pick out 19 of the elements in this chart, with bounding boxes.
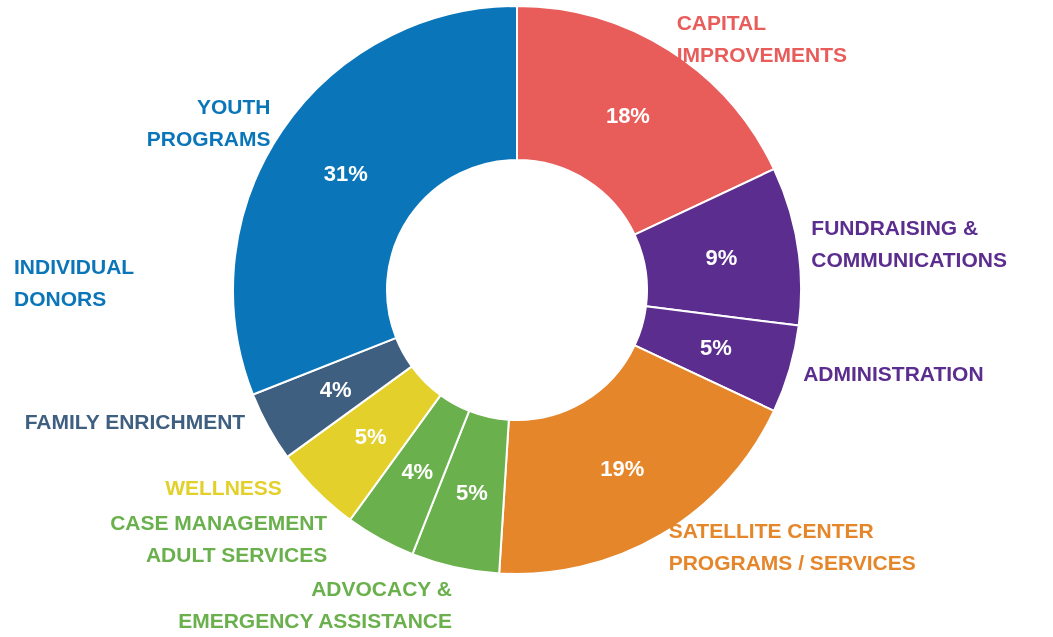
data-label: 5%: [455, 479, 488, 505]
data-label: 18%: [605, 102, 650, 128]
data-label: 4%: [401, 458, 434, 484]
slice-label: ADMINISTRATION: [803, 361, 984, 385]
data-label: 5%: [354, 423, 387, 449]
slice-label: YOUTH PROGRAMS: [146, 95, 271, 150]
slice-label: FUNDRAISING & COMMUNICATIONS: [811, 215, 1007, 271]
data-label: 19%: [600, 455, 645, 481]
slice-label: FAMILY ENRICHMENT: [24, 410, 246, 434]
data-label: 31%: [323, 161, 368, 187]
data-label: 9%: [705, 245, 738, 271]
slice-label: CAPITAL IMPROVEMENTS: [676, 10, 848, 66]
data-label: 4%: [319, 377, 352, 403]
slice-label: CASE MANAGEMENT ADULT SERVICES: [110, 510, 328, 566]
slice-label: ADVOCACY & EMERGENCY ASSISTANCE: [178, 576, 452, 632]
slice-label: SATELLITE CENTER PROGRAMS / SERVICES: [668, 519, 916, 574]
text: INDIVIDUAL DONORS: [14, 254, 135, 310]
slice-label: WELLNESS: [165, 476, 282, 500]
data-label: 5%: [699, 335, 732, 361]
